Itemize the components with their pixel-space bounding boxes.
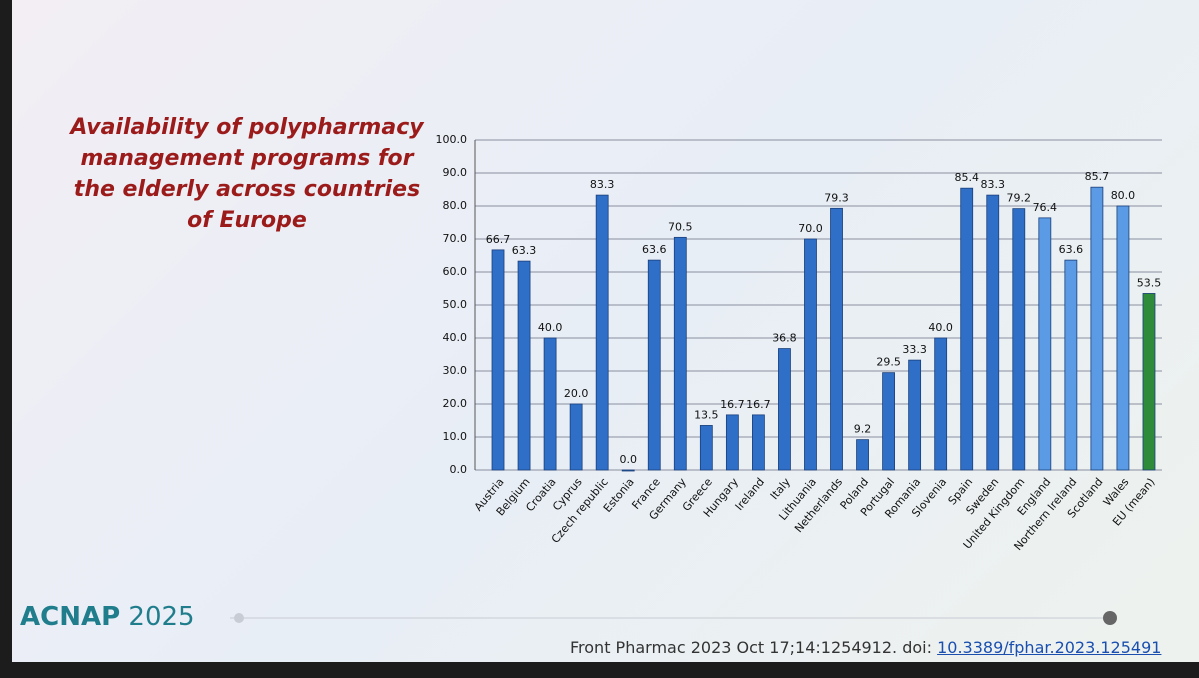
value-label: 63.6: [642, 243, 667, 256]
value-label: 29.5: [876, 356, 901, 369]
x-tick-label: Ireland: [733, 476, 767, 514]
chart-title: Availability of polypharmacy management …: [70, 115, 424, 233]
bar: [569, 403, 583, 471]
slide: Availability of polypharmacy management …: [12, 0, 1199, 662]
value-label: 83.3: [981, 178, 1006, 191]
bar: [804, 238, 817, 471]
bar: [517, 260, 531, 471]
bar: [934, 337, 948, 471]
bar: [699, 425, 713, 471]
citation-text: Front Pharmac 2023 Oct 17;14:1254912. do…: [570, 638, 932, 657]
citation-link[interactable]: 10.3389/fphar.2023.125491: [937, 638, 1162, 657]
bar: [778, 348, 791, 471]
bar: [752, 414, 765, 471]
bar: [908, 359, 922, 471]
y-tick-label: 20.0: [443, 397, 468, 410]
value-label: 53.5: [1137, 276, 1162, 289]
value-label: 79.2: [1007, 192, 1032, 205]
bar: [960, 187, 974, 471]
bar: [595, 194, 609, 471]
logo-year: 2025: [128, 602, 195, 632]
value-label: 9.2: [854, 423, 872, 436]
value-label: 36.8: [772, 332, 797, 345]
value-label: 83.3: [590, 178, 615, 191]
bar: [491, 249, 505, 471]
bar: [1038, 217, 1052, 471]
logo-name: ACNAP: [20, 602, 121, 632]
y-tick-label: 40.0: [443, 331, 468, 344]
value-label: 76.4: [1033, 201, 1058, 214]
y-tick-label: 70.0: [443, 232, 468, 245]
value-label: 20.0: [564, 387, 589, 400]
footer-dot: [234, 613, 244, 623]
value-label: 63.3: [512, 244, 537, 257]
value-label: 40.0: [538, 321, 563, 334]
footer-dot: [1103, 611, 1117, 625]
bar: [673, 236, 687, 471]
bar: [647, 259, 661, 471]
y-tick-label: 60.0: [443, 265, 468, 278]
bar: [986, 194, 1000, 471]
bar: [1116, 205, 1130, 471]
bar: [1064, 259, 1078, 471]
y-tick-label: 90.0: [443, 166, 468, 179]
bar: [621, 469, 635, 472]
value-label: 0.0: [619, 453, 637, 466]
value-label: 13.5: [694, 408, 719, 421]
bar: [830, 207, 843, 471]
value-label: 63.6: [1059, 243, 1084, 256]
y-tick-label: 80.0: [443, 199, 468, 212]
bar: [1142, 293, 1156, 471]
value-label: 16.7: [746, 398, 771, 411]
bar: [1090, 186, 1104, 471]
bar: [882, 372, 895, 471]
y-tick-label: 100.0: [436, 133, 468, 146]
value-label: 85.4: [954, 171, 979, 184]
value-label: 80.0: [1111, 189, 1136, 202]
value-label: 40.0: [928, 321, 953, 334]
citation: Front Pharmac 2023 Oct 17;14:1254912. do…: [570, 638, 1161, 657]
bar: [543, 337, 557, 471]
value-label: 79.3: [824, 191, 849, 204]
bar: [856, 439, 869, 471]
logo: ACNAP 2025: [20, 602, 195, 632]
y-tick-label: 10.0: [443, 430, 468, 443]
value-label: 70.5: [668, 220, 693, 233]
bar: [725, 414, 739, 471]
value-label: 16.7: [720, 398, 745, 411]
y-tick-label: 0.0: [450, 463, 468, 476]
y-tick-label: 50.0: [443, 298, 468, 311]
value-label: 33.3: [902, 343, 927, 356]
value-label: 66.7: [486, 233, 511, 246]
y-tick-label: 30.0: [443, 364, 468, 377]
value-label: 70.0: [798, 222, 823, 235]
value-label: 85.7: [1085, 170, 1110, 183]
bar: [1012, 208, 1026, 471]
